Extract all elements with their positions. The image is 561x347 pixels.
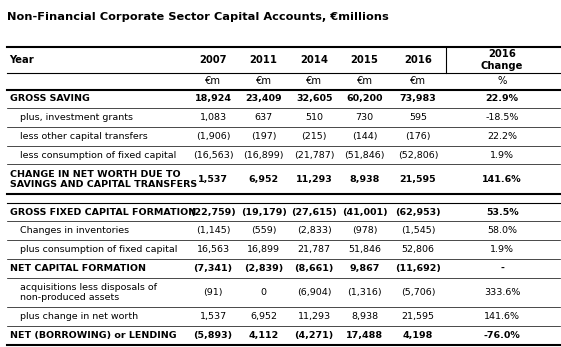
Text: (51,846): (51,846) xyxy=(344,151,385,160)
Text: 2014: 2014 xyxy=(300,55,328,65)
Text: GROSS FIXED CAPITAL FORMATION: GROSS FIXED CAPITAL FORMATION xyxy=(10,208,196,217)
Text: 6,952: 6,952 xyxy=(250,312,277,321)
Text: 1.9%: 1.9% xyxy=(490,151,514,160)
Text: (1,316): (1,316) xyxy=(347,288,382,297)
Text: (52,806): (52,806) xyxy=(398,151,438,160)
Text: Non-Financial Corporate Sector Capital Accounts, €millions: Non-Financial Corporate Sector Capital A… xyxy=(7,12,388,22)
Text: 18,924: 18,924 xyxy=(195,94,232,103)
Text: 4,198: 4,198 xyxy=(403,331,433,340)
Text: (1,545): (1,545) xyxy=(401,226,435,235)
Text: €m: €m xyxy=(306,76,322,86)
Text: (27,615): (27,615) xyxy=(291,208,337,217)
Text: 51,846: 51,846 xyxy=(348,245,381,254)
Text: (2,833): (2,833) xyxy=(297,226,332,235)
Text: 1,083: 1,083 xyxy=(200,113,227,122)
Text: %: % xyxy=(498,76,507,86)
Text: 2011: 2011 xyxy=(250,55,278,65)
Text: 11,293: 11,293 xyxy=(297,312,331,321)
Text: (5,706): (5,706) xyxy=(401,288,435,297)
Text: €m: €m xyxy=(357,76,373,86)
Text: 21,595: 21,595 xyxy=(402,312,434,321)
Text: €m: €m xyxy=(410,76,426,86)
Text: 510: 510 xyxy=(305,113,323,122)
Text: 1,537: 1,537 xyxy=(198,175,228,184)
Text: less consumption of fixed capital: less consumption of fixed capital xyxy=(20,151,176,160)
Text: 17,488: 17,488 xyxy=(346,331,383,340)
Text: 11,293: 11,293 xyxy=(296,175,333,184)
Text: 1.9%: 1.9% xyxy=(490,245,514,254)
Text: acquisitions less disposals of
non-produced assets: acquisitions less disposals of non-produ… xyxy=(20,283,157,302)
Text: 1,537: 1,537 xyxy=(200,312,227,321)
Text: 8,938: 8,938 xyxy=(351,312,378,321)
Text: plus change in net worth: plus change in net worth xyxy=(20,312,138,321)
Text: 23,409: 23,409 xyxy=(245,94,282,103)
Text: GROSS SAVING: GROSS SAVING xyxy=(10,94,89,103)
Text: (197): (197) xyxy=(251,132,277,141)
Text: -18.5%: -18.5% xyxy=(485,113,519,122)
Text: €m: €m xyxy=(205,76,221,86)
Text: (22,759): (22,759) xyxy=(190,208,236,217)
Text: 637: 637 xyxy=(255,113,273,122)
Text: €m: €m xyxy=(256,76,272,86)
Text: 32,605: 32,605 xyxy=(296,94,333,103)
Text: 141.6%: 141.6% xyxy=(484,312,520,321)
Text: 73,983: 73,983 xyxy=(399,94,436,103)
Text: 141.6%: 141.6% xyxy=(482,175,522,184)
Text: (6,904): (6,904) xyxy=(297,288,332,297)
Text: (978): (978) xyxy=(352,226,378,235)
Text: -76.0%: -76.0% xyxy=(484,331,521,340)
Text: (2,839): (2,839) xyxy=(244,264,283,273)
Text: (19,179): (19,179) xyxy=(241,208,287,217)
Text: 53.5%: 53.5% xyxy=(486,208,518,217)
Text: 60,200: 60,200 xyxy=(346,94,383,103)
Text: 0: 0 xyxy=(261,288,266,297)
Text: 2016
Change: 2016 Change xyxy=(481,49,523,71)
Text: Year: Year xyxy=(10,55,34,65)
Text: 22.9%: 22.9% xyxy=(486,94,518,103)
Text: 22.2%: 22.2% xyxy=(487,132,517,141)
Text: CHANGE IN NET WORTH DUE TO
SAVINGS AND CAPITAL TRANSFERS: CHANGE IN NET WORTH DUE TO SAVINGS AND C… xyxy=(10,170,197,189)
Text: (144): (144) xyxy=(352,132,378,141)
Text: (559): (559) xyxy=(251,226,277,235)
Text: NET (BORROWING) or LENDING: NET (BORROWING) or LENDING xyxy=(10,331,176,340)
Text: NET CAPITAL FORMATION: NET CAPITAL FORMATION xyxy=(10,264,145,273)
Text: (21,787): (21,787) xyxy=(294,151,334,160)
Text: 6,952: 6,952 xyxy=(249,175,279,184)
Text: -: - xyxy=(500,264,504,273)
Text: (5,893): (5,893) xyxy=(194,331,233,340)
Text: 21,787: 21,787 xyxy=(298,245,330,254)
Text: plus consumption of fixed capital: plus consumption of fixed capital xyxy=(20,245,177,254)
Text: 2016: 2016 xyxy=(404,55,432,65)
Text: 333.6%: 333.6% xyxy=(484,288,520,297)
Text: (1,906): (1,906) xyxy=(196,132,231,141)
Text: (8,661): (8,661) xyxy=(295,264,334,273)
Text: 8,938: 8,938 xyxy=(350,175,380,184)
Text: less other capital transfers: less other capital transfers xyxy=(20,132,148,141)
Text: 21,595: 21,595 xyxy=(399,175,436,184)
Text: Changes in inventories: Changes in inventories xyxy=(20,226,129,235)
Text: (62,953): (62,953) xyxy=(395,208,441,217)
Text: (4,271): (4,271) xyxy=(295,331,334,340)
Text: (215): (215) xyxy=(301,132,327,141)
Text: (41,001): (41,001) xyxy=(342,208,388,217)
Text: 58.0%: 58.0% xyxy=(487,226,517,235)
Text: 9,867: 9,867 xyxy=(350,264,380,273)
Text: (16,563): (16,563) xyxy=(193,151,233,160)
Text: (7,341): (7,341) xyxy=(194,264,233,273)
Text: 730: 730 xyxy=(356,113,374,122)
Text: (91): (91) xyxy=(204,288,223,297)
Text: 2007: 2007 xyxy=(199,55,227,65)
Text: 2015: 2015 xyxy=(351,55,379,65)
Text: 16,563: 16,563 xyxy=(196,245,230,254)
Text: (11,692): (11,692) xyxy=(395,264,441,273)
Text: (1,145): (1,145) xyxy=(196,226,231,235)
Text: (16,899): (16,899) xyxy=(243,151,284,160)
Text: (176): (176) xyxy=(405,132,431,141)
Text: 16,899: 16,899 xyxy=(247,245,280,254)
Text: plus, investment grants: plus, investment grants xyxy=(20,113,132,122)
Text: 4,112: 4,112 xyxy=(249,331,279,340)
Text: 595: 595 xyxy=(409,113,427,122)
Text: 52,806: 52,806 xyxy=(402,245,434,254)
